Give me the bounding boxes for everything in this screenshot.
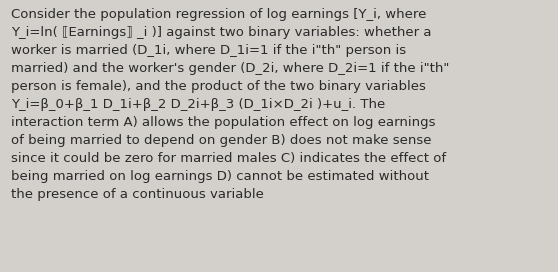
Text: Consider the population regression of log earnings [Y_i, where
Y_i=ln( ⟦Earnings: Consider the population regression of lo… (11, 8, 450, 201)
